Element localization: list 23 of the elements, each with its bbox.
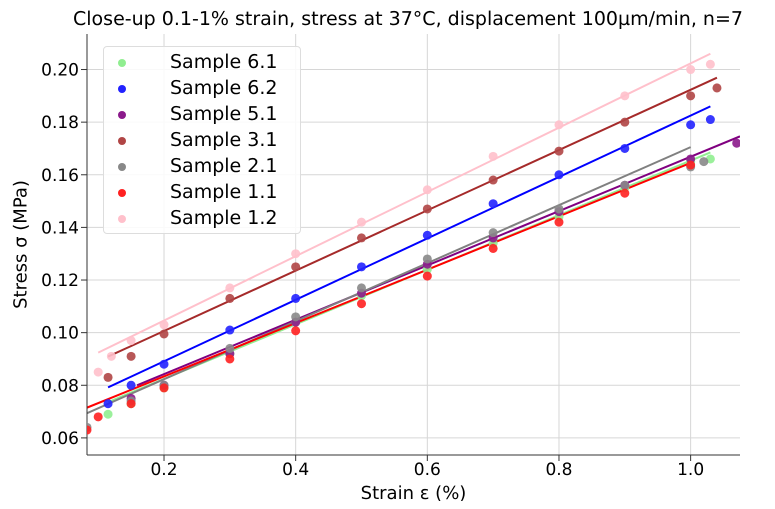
legend-label: Sample 3.1 [170,129,278,151]
legend-label: Sample 2.1 [170,155,278,177]
x-axis-title: Strain ε (%) [360,483,466,504]
x-tick-label: 0.8 [545,460,572,480]
y-tick-label: 0.20 [41,60,79,81]
legend-label: Sample 1.1 [170,181,278,203]
legend-label: Sample 6.1 [170,51,278,73]
legend-label: Sample 1.2 [170,207,278,229]
x-tick-label: 0.4 [282,460,310,480]
y-tick-label: 0.06 [41,428,79,449]
y-tick-label: 0.16 [41,166,79,186]
x-tick-label: 1.0 [677,460,704,480]
y-tick-label: 0.08 [41,376,79,396]
x-tick-label: 0.6 [414,460,441,480]
y-tick-label: 0.14 [41,218,79,238]
legend-label: Sample 6.2 [170,77,278,99]
x-tick-label: 0.2 [150,460,178,480]
legend-label: Sample 5.1 [170,103,278,125]
y-tick-label: 0.12 [41,271,79,292]
chart-title: Close-up 0.1-1% strain, stress at 37°C, displacement 100μm/min, n=7 [72,8,744,30]
y-tick-label: 0.18 [41,113,79,134]
y-tick-label: 0.10 [41,324,79,344]
y-axis-title: Stress σ (MPa) [10,180,32,309]
